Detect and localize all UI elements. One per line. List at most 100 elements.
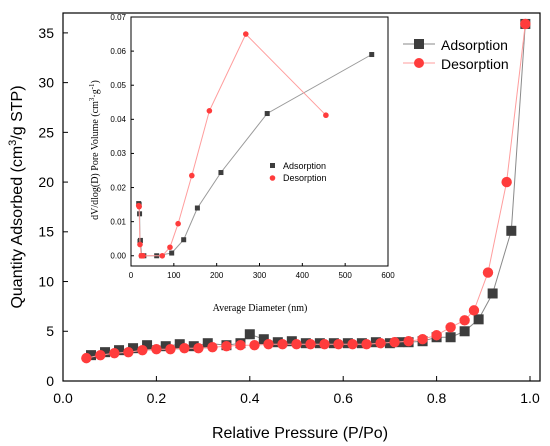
main-desorption-point (375, 338, 386, 349)
main-x-tick-label: 0.8 (427, 390, 447, 406)
main-y-axis-label: Quantity Adsorbed (cm3/g STP) (7, 85, 26, 308)
main-desorption-point (319, 339, 330, 350)
main-desorption-point (482, 267, 494, 278)
inset-x-axis: 0 100 200 300 400 500 600 (129, 263, 395, 280)
inset-adsorption-point (194, 205, 200, 211)
main-adsorption-point (244, 329, 255, 340)
main-desorption-point (95, 349, 106, 361)
main-adsorption-point (445, 332, 456, 343)
inset-legend: Adsorption Desorption (269, 161, 327, 183)
main-desorption-point (417, 334, 428, 345)
main-y-tick-label: 10 (38, 273, 54, 289)
main-desorption-point (520, 18, 531, 30)
inset-legend-desorption-marker (269, 175, 276, 181)
main-adsorption-point (473, 314, 484, 325)
main-adsorption-point (86, 350, 97, 361)
inset-legend-desorption-label: Desorption (283, 173, 327, 183)
main-desorption-point (81, 352, 92, 364)
inset-desorption-point (242, 31, 249, 37)
inset-desorption-point (167, 244, 173, 251)
main-desorption-point (263, 339, 274, 350)
main-y-tick-label: 25 (38, 124, 54, 140)
inset-adsorption-point (264, 111, 270, 117)
main-adsorption-point (202, 338, 213, 349)
main-desorption-point (501, 176, 512, 188)
main-desorption-point (249, 339, 260, 351)
inset-y-tick-label: 0.02 (110, 183, 126, 192)
main-y-tick-label: 30 (38, 75, 54, 91)
inset-x-tick-label: 600 (381, 271, 395, 280)
main-adsorption-point (142, 340, 153, 351)
inset-y-tick-label: 0.07 (110, 13, 126, 22)
inset-x-tick-label: 400 (296, 271, 310, 280)
inset-y-tick-label: 0.06 (110, 47, 126, 56)
main-desorption-point (137, 344, 148, 356)
main-desorption-point (193, 342, 204, 354)
main-adsorption-point (100, 347, 111, 358)
inset-y-tick-label: 0.04 (110, 115, 126, 124)
main-x-tick-label: 0.2 (147, 390, 167, 406)
main-legend: Adsorption Desorption (403, 37, 509, 72)
main-y-axis: 0 5 10 15 20 25 30 35 (38, 25, 68, 389)
inset-series-layer (135, 31, 375, 259)
main-y-tick-label: 5 (46, 323, 54, 339)
main-legend-desorption-label: Desorption (441, 56, 509, 72)
inset-x-axis-label: Average Diameter (nm) (213, 303, 308, 314)
main-desorption-point (123, 346, 134, 358)
inset-legend-adsorption-marker (270, 163, 275, 168)
main-desorption-point (445, 322, 456, 333)
main-legend-adsorption-marker (414, 39, 424, 49)
main-x-tick-label: 0.4 (240, 390, 260, 406)
inset-y-tick-label: 0.03 (110, 149, 126, 158)
inset-adsorption-point (169, 250, 175, 256)
main-y-tick-label: 20 (38, 174, 54, 190)
inset-desorption-point (159, 252, 166, 259)
main-desorption-point (179, 342, 190, 354)
main-x-axis: 0.0 0.2 0.4 0.6 0.8 1.0 (53, 376, 540, 406)
inset-desorption-point (189, 172, 195, 179)
main-adsorption-point (487, 288, 498, 299)
main-adsorption-point (160, 341, 171, 352)
main-y-tick-label: 0 (46, 373, 54, 389)
main-desorption-point (431, 330, 442, 341)
main-desorption-point (361, 339, 372, 350)
main-plot-frame (62, 12, 541, 382)
inset-x-tick-label: 300 (253, 271, 267, 280)
main-y-tick-label: 15 (38, 224, 54, 240)
main-desorption-point (305, 339, 316, 350)
main-desorption-point (151, 343, 162, 355)
inset-desorption-point (140, 252, 146, 259)
inset-y-tick-label: 0.00 (110, 252, 126, 261)
main-desorption-point (468, 305, 480, 316)
main-desorption-point (347, 339, 358, 350)
inset-desorption-point (175, 220, 181, 227)
main-adsorption-point (128, 343, 139, 354)
main-adsorption-point (258, 334, 269, 345)
main-desorption-point (277, 339, 288, 350)
main-desorption-point (403, 336, 414, 347)
inset-y-axis: 0.00 0.01 0.02 0.03 0.04 0.05 0.06 0.07 (110, 13, 134, 261)
main-desorption-point (333, 339, 344, 350)
inset-adsorption-point (137, 237, 143, 243)
inset-adsorption-point (218, 170, 224, 176)
main-series-layer (81, 18, 531, 364)
main-adsorption-point (459, 326, 470, 337)
inset-y-axis-label: dV/dlog(D) Pore Volume (cm3·g-1) (88, 80, 101, 220)
inset-x-tick-label: 200 (210, 271, 224, 280)
inset-x-tick-label: 100 (167, 271, 181, 280)
main-desorption-point (165, 343, 176, 355)
main-legend-desorption-marker (414, 58, 424, 68)
main-x-tick-label: 0.6 (333, 390, 353, 406)
main-desorption-point (235, 339, 246, 351)
main-x-axis-label: Relative Pressure (P/Po) (212, 425, 388, 442)
inset-desorption-point (206, 108, 213, 114)
main-x-tick-label: 1.0 (520, 390, 540, 406)
main-desorption-point (221, 340, 232, 352)
main-x-tick-label: 0.0 (53, 390, 73, 406)
inset-y-tick-label: 0.05 (110, 81, 126, 90)
main-adsorption-point (174, 339, 185, 350)
main-legend-adsorption-label: Adsorption (441, 37, 508, 53)
main-desorption-point (291, 339, 302, 350)
inset-x-tick-label: 500 (338, 271, 352, 280)
